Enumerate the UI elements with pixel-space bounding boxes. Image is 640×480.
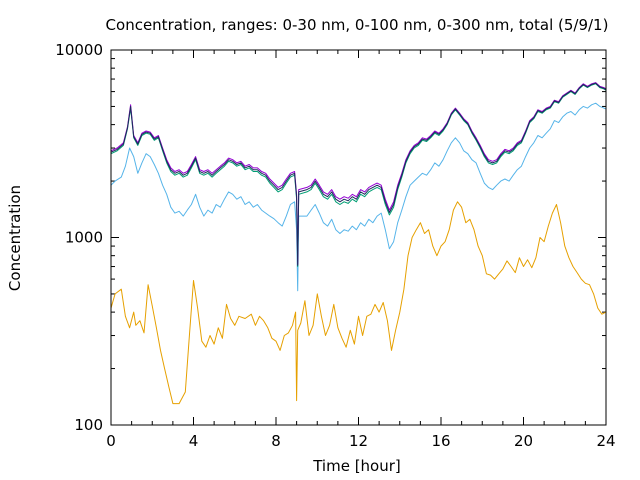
series-line-5	[110, 82, 607, 266]
series-line-1	[110, 201, 607, 405]
x-tick-label: 20	[514, 432, 533, 450]
x-axis-label: Time [hour]	[312, 457, 401, 475]
x-tick-label: 4	[189, 432, 199, 450]
series-line-4	[110, 82, 607, 265]
plot-frame	[110, 49, 607, 426]
y-tick-label: 10000	[55, 41, 103, 59]
major-ticks: 100 1000 10000 0 4 8 12 16 20 24	[55, 41, 615, 450]
x-tick-label: 8	[271, 432, 281, 450]
series-line-3	[110, 83, 607, 267]
x-tick-label: 24	[596, 432, 615, 450]
chart-title: Concentration, ranges: 0-30 nm, 0-100 nm…	[106, 16, 609, 34]
x-tick-label: 0	[106, 432, 116, 450]
series-line-2	[110, 102, 607, 292]
x-tick-label: 12	[349, 432, 368, 450]
y-axis-label: Concentration	[6, 185, 24, 291]
y-tick-label: 1000	[65, 229, 103, 247]
x-tick-label: 16	[431, 432, 450, 450]
series-layer	[110, 82, 607, 405]
minor-ticks	[111, 50, 606, 425]
y-tick-label: 100	[74, 416, 103, 434]
